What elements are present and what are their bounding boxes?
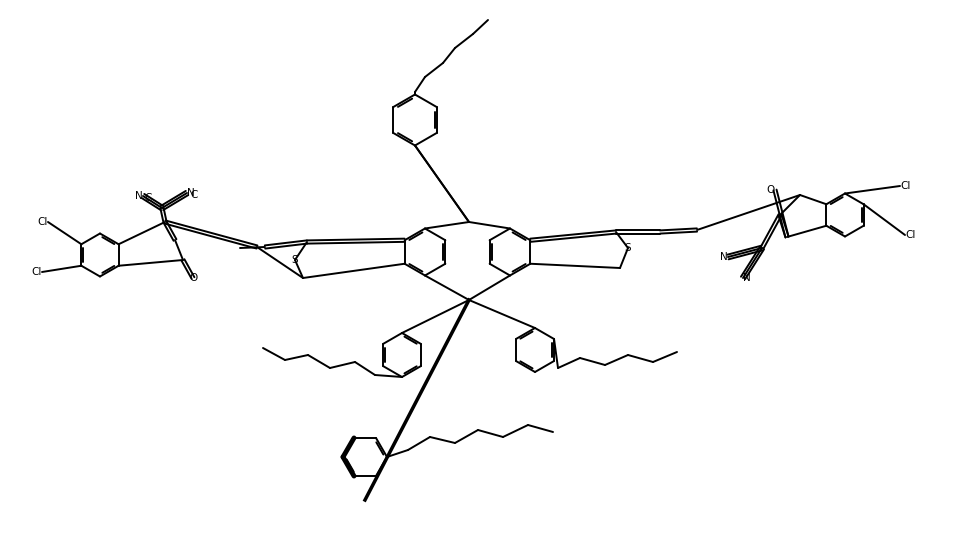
Text: N: N xyxy=(743,273,751,283)
Text: O: O xyxy=(189,273,197,283)
Text: Cl: Cl xyxy=(32,267,42,277)
Text: C: C xyxy=(190,190,198,200)
Text: N: N xyxy=(136,191,143,201)
Text: C: C xyxy=(144,193,152,203)
Text: O: O xyxy=(767,185,775,195)
Text: S: S xyxy=(625,243,631,253)
Text: Cl: Cl xyxy=(905,230,916,240)
Text: S: S xyxy=(291,255,298,265)
Text: N: N xyxy=(720,252,728,262)
Text: N: N xyxy=(187,188,195,198)
Text: Cl: Cl xyxy=(900,181,910,191)
Text: Cl: Cl xyxy=(37,217,48,227)
